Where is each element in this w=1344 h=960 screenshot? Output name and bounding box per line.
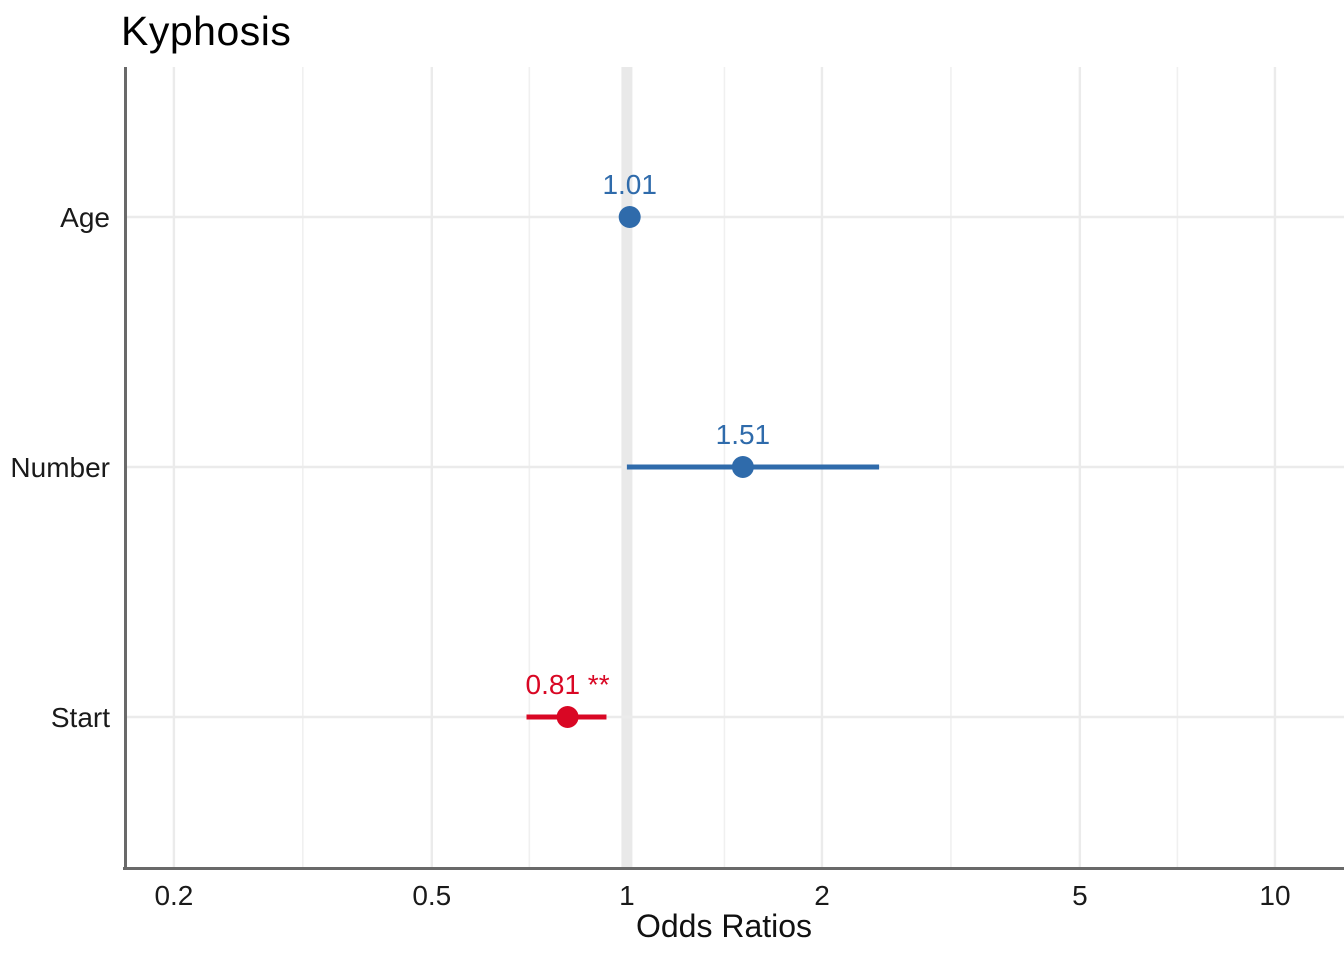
x-tick-label-1: 1 xyxy=(619,880,635,911)
chart-title: Kyphosis xyxy=(121,8,292,54)
x-tick-label-5: 5 xyxy=(1072,880,1088,911)
value-label-start: 0.81 ** xyxy=(526,669,610,700)
data-point-start xyxy=(556,706,579,728)
value-label-age: 1.01 xyxy=(602,169,657,200)
x-tick-label-10: 10 xyxy=(1259,880,1290,911)
x-tick-label-0-2: 0.2 xyxy=(154,880,193,911)
x-tick-label-2: 2 xyxy=(814,880,830,911)
y-category-label-age: Age xyxy=(60,202,110,233)
y-category-label-start: Start xyxy=(51,702,110,733)
data-point-age xyxy=(618,206,641,228)
x-axis-title: Odds Ratios xyxy=(635,908,813,944)
y-category-label-number: Number xyxy=(10,452,110,483)
value-label-number: 1.51 xyxy=(716,419,771,450)
data-point-number xyxy=(731,456,754,478)
x-tick-label-0-5: 0.5 xyxy=(412,880,451,911)
